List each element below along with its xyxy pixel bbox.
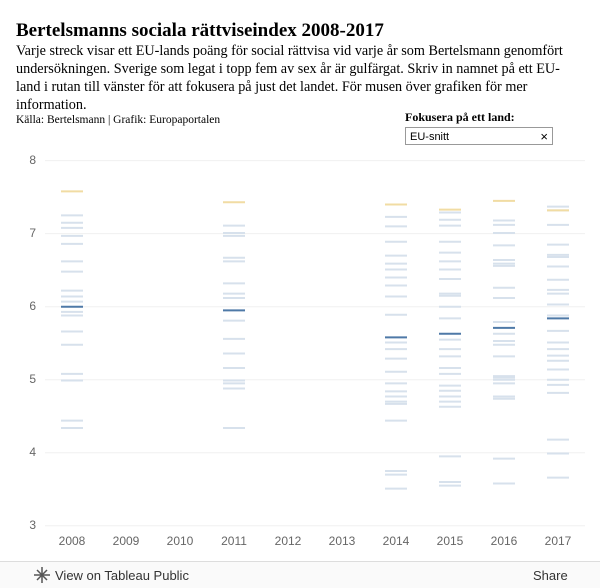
source: Källa: Bertelsmann | Grafik: Europaporta… — [16, 114, 221, 126]
y-tick-label: 8 — [29, 153, 36, 167]
view-link[interactable]: View on Tableau Public — [55, 568, 189, 583]
y-tick-label: 4 — [29, 445, 36, 459]
x-tick-label: 2009 — [113, 534, 140, 548]
filter-label: Fokusera på ett land: — [405, 110, 515, 124]
subtitle: Varje streck visar ett EU-lands poäng fö… — [16, 43, 563, 113]
x-tick-label: 2016 — [491, 534, 518, 548]
clear-button[interactable]: × — [540, 129, 548, 144]
tableau-icon — [34, 567, 50, 583]
x-tick-label: 2017 — [545, 534, 572, 548]
toolbar: View on Tableau Public Share — [0, 561, 600, 588]
share-button[interactable]: Share — [533, 568, 568, 583]
title: Bertelsmanns sociala rättviseindex 2008-… — [16, 20, 384, 41]
filter-value: EU-snitt — [410, 131, 450, 143]
x-tick-label: 2014 — [383, 534, 410, 548]
x-tick-label: 2012 — [275, 534, 302, 548]
x-tick-label: 2008 — [59, 534, 86, 548]
filter-input[interactable]: EU-snitt × — [405, 127, 553, 145]
y-tick-label: 6 — [29, 299, 36, 313]
y-tick-label: 5 — [29, 372, 36, 386]
x-tick-label: 2015 — [437, 534, 464, 548]
x-tick-label: 2010 — [167, 534, 194, 548]
y-tick-label: 3 — [29, 518, 36, 532]
chart: 3 4 5 6 7 8 2008 2009 2010 2011 2012 2013 2014 2015 20… — [29, 153, 585, 548]
x-tick-label: 2013 — [329, 534, 356, 548]
y-tick-label: 7 — [29, 226, 36, 240]
x-tick-label: 2011 — [221, 534, 247, 548]
